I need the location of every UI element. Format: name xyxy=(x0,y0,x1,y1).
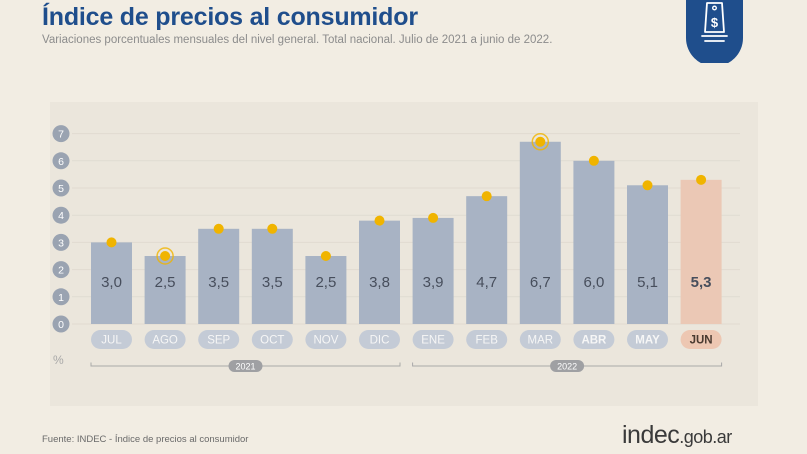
x-tick-label: NOV xyxy=(313,335,338,347)
x-tick-label: ENE xyxy=(421,335,445,347)
month-pill xyxy=(251,330,293,349)
data-dot xyxy=(481,191,492,202)
month-pill xyxy=(519,330,561,349)
data-dot xyxy=(160,251,171,261)
page-subtitle: Variaciones porcentuales mensuales del n… xyxy=(42,34,553,46)
y-tick-label: 1 xyxy=(58,292,64,304)
data-dot xyxy=(320,251,331,261)
bar xyxy=(144,256,186,324)
y-tick-badge xyxy=(52,261,70,279)
y-tick-badge xyxy=(52,233,70,251)
data-dot-halo xyxy=(531,133,550,151)
bar xyxy=(198,228,240,324)
y-tick-badge xyxy=(52,288,70,306)
bar-value-label: 2,5 xyxy=(315,274,336,291)
bar xyxy=(359,220,400,324)
y-tick-label: 2 xyxy=(58,265,64,277)
month-pill xyxy=(359,330,400,349)
data-dot xyxy=(267,223,278,234)
x-tick-label: FEB xyxy=(476,335,499,347)
year-badge xyxy=(228,360,263,372)
bar xyxy=(251,228,293,324)
x-tick-label: AGO xyxy=(152,335,178,347)
y-tick-label: 7 xyxy=(58,129,64,141)
month-pill xyxy=(627,330,668,349)
data-dot xyxy=(696,174,707,185)
data-dot xyxy=(588,155,599,166)
y-tick-badge xyxy=(52,125,70,143)
bar xyxy=(627,185,668,324)
month-pill xyxy=(466,330,508,349)
data-dot xyxy=(535,136,546,147)
bar xyxy=(519,141,561,324)
x-tick-label: JUN xyxy=(690,335,713,347)
bar-value-label: 3,5 xyxy=(208,274,229,291)
bar-value-label: 2,5 xyxy=(155,274,176,291)
source-note: Fuente: INDEC - Índice de precios al con… xyxy=(42,434,249,445)
y-tick-badge xyxy=(52,315,70,333)
month-pill xyxy=(412,330,454,349)
month-pill xyxy=(144,330,186,349)
bar-value-label: 3,9 xyxy=(423,274,444,291)
data-dot xyxy=(428,212,439,223)
y-tick-label: 0 xyxy=(58,319,64,331)
y-tick-label: 5 xyxy=(58,183,64,195)
x-tick-label: MAY xyxy=(635,335,660,347)
brand-domain: .gob.ar xyxy=(679,427,732,447)
bar-value-label: 3,5 xyxy=(262,274,283,291)
data-dot xyxy=(642,180,653,191)
bar-value-label: 4,7 xyxy=(476,274,497,291)
bar xyxy=(91,242,132,324)
y-tick-label: 3 xyxy=(58,237,64,249)
month-pill xyxy=(198,330,240,349)
data-dot xyxy=(106,237,117,248)
month-pill xyxy=(573,330,615,349)
year-label: 2022 xyxy=(557,362,577,372)
bar-value-label: 6,0 xyxy=(583,274,604,291)
y-tick-badge xyxy=(52,152,70,170)
y-tick-badge xyxy=(52,206,70,224)
price-tag-dollar-icon: $ xyxy=(686,0,743,67)
month-pill xyxy=(91,330,132,349)
bar-value-label: 5,3 xyxy=(691,274,712,291)
bar xyxy=(680,179,722,324)
bar-value-label: 6,7 xyxy=(530,274,551,291)
chart-panel: 0 1 2 3 4 5 6 7% 3,0 JUL 2,5 AGO 3,5 SEP 3,5 OCT 2,5 NOV 3… xyxy=(50,102,758,406)
year-badge xyxy=(550,360,585,372)
bar xyxy=(305,256,347,324)
y-tick-badge xyxy=(52,179,70,197)
month-pill xyxy=(680,330,722,349)
x-tick-label: SEP xyxy=(207,335,230,347)
year-label: 2021 xyxy=(235,362,255,372)
page-title: Índice de precios al consumidor xyxy=(42,3,418,31)
x-tick-label: DIC xyxy=(370,335,390,347)
data-dot xyxy=(213,223,224,234)
data-dot xyxy=(374,215,385,226)
bar xyxy=(573,160,615,324)
bar-value-label: 3,0 xyxy=(101,274,122,291)
month-pill xyxy=(305,330,347,349)
x-tick-label: MAR xyxy=(528,335,554,347)
y-tick-label: 4 xyxy=(58,210,64,222)
x-tick-label: JUL xyxy=(101,335,122,347)
y-axis-label: % xyxy=(53,353,64,367)
bar-value-label: 3,8 xyxy=(369,274,390,291)
bar-chart: 0 1 2 3 4 5 6 7% 3,0 JUL 2,5 AGO 3,5 SEP 3,5 OCT 2,5 NOV 3… xyxy=(52,125,740,372)
x-tick-label: OCT xyxy=(260,335,284,347)
bar-value-label: 5,1 xyxy=(637,274,658,291)
brand-logo: indec.gob.ar xyxy=(622,421,732,450)
bar xyxy=(466,196,508,324)
y-tick-label: 6 xyxy=(58,156,64,168)
data-dot-halo xyxy=(156,247,174,265)
svg-text:$: $ xyxy=(711,15,719,30)
brand-main: indec xyxy=(622,421,680,449)
x-tick-label: ABR xyxy=(581,335,607,347)
bar xyxy=(412,217,454,324)
